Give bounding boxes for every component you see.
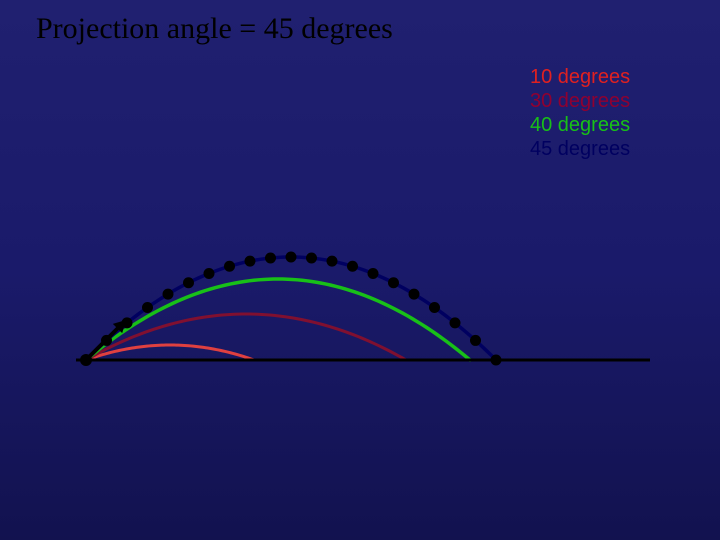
trajectory-marker [142, 302, 153, 313]
page-title: Projection angle = 45 degrees [36, 12, 393, 46]
trajectory-marker [347, 261, 358, 272]
trajectory-marker [409, 289, 420, 300]
trajectory-marker [286, 252, 297, 263]
trajectory-marker [245, 256, 256, 267]
trajectory-marker [204, 268, 215, 279]
trajectory-marker [306, 253, 317, 264]
trajectory-marker [429, 302, 440, 313]
trajectory-marker [388, 277, 399, 288]
trajectory-plot [60, 200, 650, 400]
trajectory-30-degrees [86, 314, 406, 360]
trajectory-marker [327, 256, 338, 267]
legend: 10 degrees 30 degrees 40 degrees 45 degr… [530, 65, 630, 161]
trajectory-marker [265, 253, 276, 264]
trajectory-marker [224, 261, 235, 272]
legend-item-10: 10 degrees [530, 65, 630, 89]
trajectory-marker [183, 277, 194, 288]
legend-item-30: 30 degrees [530, 89, 630, 113]
trajectory-marker [163, 289, 174, 300]
trajectory-marker [470, 335, 481, 346]
plot-svg [60, 200, 650, 400]
legend-item-40: 40 degrees [530, 113, 630, 137]
trajectory-marker [450, 317, 461, 328]
trajectory-marker [368, 268, 379, 279]
legend-item-45: 45 degrees [530, 137, 630, 161]
